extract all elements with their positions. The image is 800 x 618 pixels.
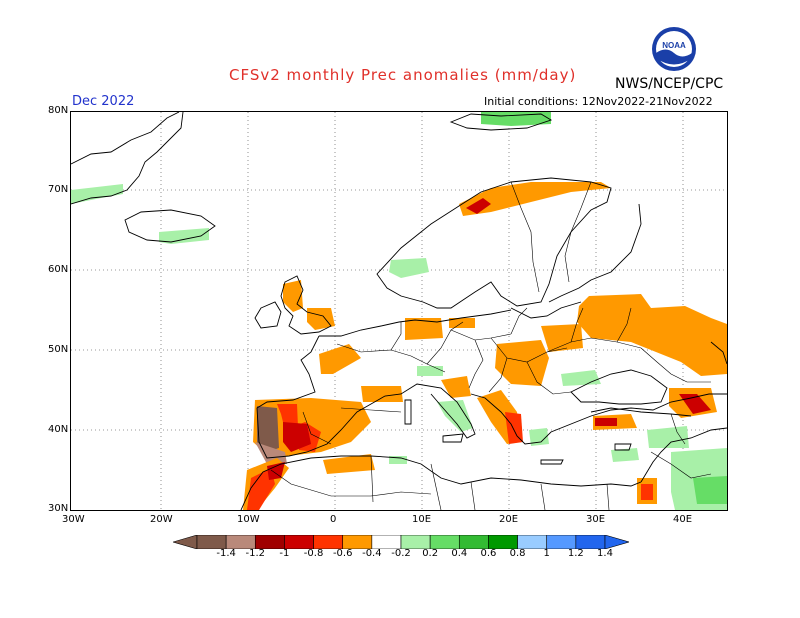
dry-patch-algeria xyxy=(323,454,375,474)
legend-tick-label: -1 xyxy=(279,548,290,559)
legend-tick-label: -0.4 xyxy=(362,548,382,559)
lat-label-80n: 80N xyxy=(48,105,69,116)
noaa-logo-icon: NOAA xyxy=(652,27,696,71)
dry-patch-england xyxy=(307,308,335,330)
logo-text: NOAA xyxy=(662,41,686,50)
legend-tick-label: 0.6 xyxy=(480,548,497,559)
legend-swatch xyxy=(284,535,314,549)
legend-swatch xyxy=(225,535,256,549)
dry-patch-ukraine xyxy=(541,324,583,352)
legend-tick-label: 1.2 xyxy=(567,548,584,559)
dry-patch-norway-red xyxy=(466,198,491,214)
wet-patch-greenland xyxy=(71,184,123,204)
dry-patch-morocco-red xyxy=(247,468,275,510)
lon-label-10w: 10W xyxy=(237,514,260,525)
wet-patch-norway xyxy=(389,258,429,278)
dry-patch-scotland xyxy=(283,280,303,312)
legend-tick-label: 0.4 xyxy=(451,548,468,559)
dry-patch-portugal-brown xyxy=(257,406,279,452)
lon-label-30e: 30E xyxy=(586,514,606,525)
lon-label-0: 0 xyxy=(330,514,337,525)
legend-tick-label: 0.2 xyxy=(422,548,439,559)
lat-label-60n: 60N xyxy=(48,264,69,275)
legend-tick-label: 1 xyxy=(543,548,550,559)
legend-tick-label: -1.2 xyxy=(245,548,266,559)
lat-label-50n: 50N xyxy=(48,344,69,355)
legend-swatch xyxy=(546,535,577,549)
wet-patch-turkey xyxy=(647,426,689,448)
legend-swatch xyxy=(488,535,518,549)
dry-patch-norway-north xyxy=(459,182,611,216)
initial-conditions: Initial conditions: 12Nov2022-21Nov2022 xyxy=(484,95,713,108)
dry-patch-portugal-lightbrown xyxy=(255,442,287,464)
legend-tick-label: -0.8 xyxy=(303,548,324,559)
wet-patch-greece xyxy=(529,428,549,446)
legend-swatch xyxy=(371,535,402,549)
dry-patch-russia xyxy=(577,294,727,376)
map-panel xyxy=(70,111,728,511)
lat-label-40n: 40N xyxy=(48,424,69,435)
dry-patch-greece-red xyxy=(505,412,523,444)
legend-swatch xyxy=(196,535,227,549)
dry-patch-levant-red xyxy=(641,484,653,500)
lon-label-10e: 10E xyxy=(412,514,432,525)
legend-tick-label: 0.8 xyxy=(509,548,526,559)
dry-patch-denmark xyxy=(405,318,443,340)
dry-patch-turkey-red xyxy=(595,418,617,426)
dry-patch-central-europe xyxy=(495,340,549,386)
legend-swatch xyxy=(313,535,344,549)
wet-patch-egypt xyxy=(611,448,639,462)
agency-label: NWS/NCEP/CPC xyxy=(615,76,724,92)
wet-patch-italy xyxy=(437,400,473,432)
legend-arrow-right xyxy=(604,535,629,549)
dry-patch-iberia-darkred xyxy=(283,422,311,452)
map-canvas xyxy=(71,112,727,510)
wet-patch-iceland xyxy=(159,228,209,244)
legend-swatch xyxy=(400,535,431,549)
wet-patch-middle-east-mid xyxy=(693,476,727,504)
forecast-month: Dec 2022 xyxy=(72,94,135,109)
dry-patch-sardinia xyxy=(361,386,403,402)
legend-arrow-left xyxy=(173,535,198,549)
legend-swatch xyxy=(575,535,606,549)
anomaly-shading xyxy=(71,112,727,510)
country-borders xyxy=(270,181,712,510)
legend-swatch xyxy=(429,535,460,549)
lon-label-30w: 30W xyxy=(62,514,85,525)
color-legend xyxy=(173,535,629,549)
legend-tick-label: 1.4 xyxy=(597,548,613,559)
legend-swatch xyxy=(517,535,548,549)
wet-patch-romania xyxy=(561,370,601,386)
coastlines xyxy=(71,112,727,510)
lon-label-20w: 20W xyxy=(150,514,173,525)
lat-label-70n: 70N xyxy=(48,184,69,195)
chart-title: CFSv2 monthly Prec anomalies (mm/day) xyxy=(229,66,577,84)
legend-tick-label: -0.6 xyxy=(332,548,353,559)
lat-label-30n: 30N xyxy=(48,503,69,514)
wet-patch-alps xyxy=(417,366,443,376)
dry-patch-france xyxy=(319,344,361,374)
legend-swatch xyxy=(254,535,285,549)
legend-swatch xyxy=(342,535,373,549)
legend-swatch xyxy=(458,535,489,549)
dry-patch-morocco-dark xyxy=(267,462,285,480)
dry-patch-italy-north xyxy=(441,376,471,398)
legend-tick-label: -1.4 xyxy=(216,548,236,559)
lon-label-40e: 40E xyxy=(673,514,693,525)
legend-tick-label: -0.2 xyxy=(391,548,411,559)
lon-label-20e: 20E xyxy=(499,514,519,525)
